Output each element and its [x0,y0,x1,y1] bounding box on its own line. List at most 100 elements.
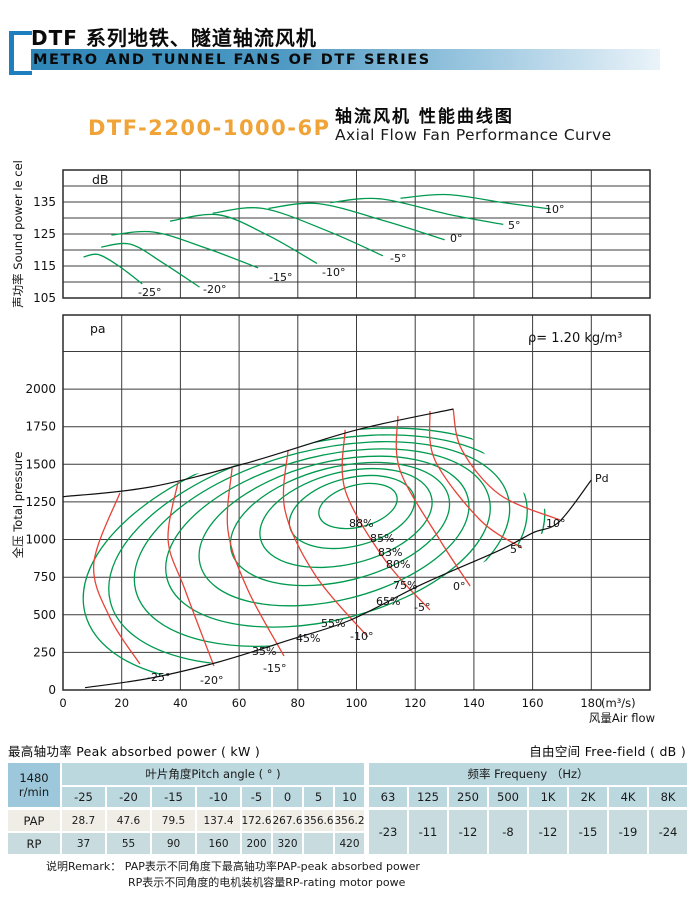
svg-text:10°: 10° [546,517,566,530]
rp-value: 420 [335,833,364,854]
rp-value: 200 [242,833,271,854]
pap-value: 172.6 [241,810,272,831]
noise-table-title: 自由空间 Free-field ( dB ) [529,744,686,759]
noise-value: -12 [529,810,567,854]
svg-text:-25°: -25° [147,671,170,684]
svg-text:115: 115 [33,259,56,273]
noise-value: -19 [609,810,647,854]
pitch-pressure-curves [93,408,561,667]
remark-line-2: RP表示不同角度的电机装机容量RP-rating motor powe [128,876,406,889]
rp-value: 160 [197,833,240,854]
svg-text:135: 135 [33,195,56,209]
freq-col-header: 1K [529,787,567,807]
efficiency-contour-65% [165,448,491,628]
svg-text:-10°: -10° [322,266,345,279]
noise-value: -24 [649,810,687,854]
svg-text:160: 160 [522,696,544,710]
stall-envelope-line [62,408,454,498]
pressure-curve-0° [395,415,471,587]
power-table-title: 最高轴功率 Peak absorbed power ( kW ) [8,744,261,759]
pitch-angle-group-header: 叶片角度Pitch angle ( ° ) [62,763,364,785]
svg-text:40: 40 [173,696,188,710]
page-title: DTF 系列地铁、隧道轴流风机 [31,26,317,50]
svg-text:(m³/s): (m³/s) [601,696,636,710]
noise-value: -8 [489,810,527,854]
sound-curve--10° [170,213,318,264]
sound-curve-0° [268,202,445,241]
rp-value: 37 [62,833,105,854]
svg-text:1250: 1250 [25,495,56,509]
rp-value [304,833,333,854]
noise-values-row: -23 -11 -12 -8 -12 -15 -19 -24 [369,810,687,854]
svg-text:85%: 85% [370,532,394,545]
svg-text:100: 100 [346,696,368,710]
pap-value: 137.4 [197,810,240,831]
speed-value: 1480 [19,771,49,785]
svg-text:20: 20 [114,696,129,710]
svg-text:5°: 5° [508,219,521,232]
noise-value: -12 [449,810,487,854]
freq-col-header: 500 [489,787,527,807]
fan-model-code: DTF-2200-1000-6P [88,116,331,140]
svg-text:-5°: -5° [390,252,406,265]
noise-value: -15 [569,810,607,854]
efficiency-contour-83% [259,467,433,569]
noise-value: -23 [369,810,407,854]
efficiency-contour-55% [133,440,511,648]
svg-text:Pd: Pd [595,472,609,485]
row-label: PAP [8,810,60,831]
efficiency-contour-75% [198,455,470,607]
freq-col-header: 125 [409,787,447,807]
efficiency-contours [82,427,546,685]
angle-col-header: 0 [273,787,302,807]
freq-col-header: 250 [449,787,487,807]
svg-text:-10°: -10° [350,630,373,643]
power-table-header: 1480 r/min 叶片角度Pitch angle ( ° ) -25 -20… [8,763,364,807]
svg-text:-20°: -20° [200,674,223,687]
pressure-curve-5° [428,410,523,549]
svg-text:120: 120 [404,696,426,710]
header-banner-text: METRO AND TUNNEL FANS OF DTF SERIES [33,51,431,68]
header-bracket-decoration [9,31,32,75]
pap-value: 356.6 [303,810,334,831]
pressure-curve--25° [93,492,141,665]
pap-value: 267.6 [272,810,303,831]
remark-line-1: 说明Remark： PAP表示不同角度下最高轴功率PAP-peak absorb… [46,860,420,873]
rp-value: 55 [107,833,150,854]
angle-col-header: -10 [197,787,240,807]
svg-text:1000: 1000 [25,533,56,547]
pressure-curve--10° [282,449,369,638]
table-row-rp: RP 37 55 90 160 200 320 420 [8,833,364,854]
chart-title-en: Axial Flow Fan Performance Curve [335,126,612,144]
svg-text:180: 180 [580,696,602,710]
angle-col-header: -5 [242,787,271,807]
svg-text:105: 105 [33,291,56,305]
remark-note: 说明Remark： PAP表示不同角度下最高轴功率PAP-peak absorb… [46,859,420,891]
svg-text:-15°: -15° [263,662,286,675]
svg-text:-15°: -15° [269,271,292,284]
speed-cell: 1480 r/min [8,763,60,807]
svg-text:83%: 83% [378,546,402,559]
svg-text:0: 0 [48,683,56,697]
svg-text:65%: 65% [376,595,400,608]
angle-col-header: 5 [304,787,333,807]
svg-text:-5°: -5° [414,601,430,614]
sound-curve--25° [83,253,143,285]
noise-table-header: 频率 Frequeny （Hz） 63 125 250 500 1K 2K 4K… [369,763,687,807]
sound-curve--5° [212,207,384,257]
svg-text:125: 125 [33,227,56,241]
svg-text:全压 Total pressure: 全压 Total pressure [11,452,25,559]
pressure-curve--20° [167,481,215,667]
performance-charts-svg: -25° -20° -15° -10° -5° 0° 5° 10° 135 125 115 105 dB… [11,160,655,725]
speed-unit: r/min [18,785,50,799]
svg-text:45%: 45% [296,632,320,645]
efficiency-contour-80% [229,461,451,587]
svg-text:-25°: -25° [138,286,161,299]
pressure-chart-frame [62,314,651,691]
svg-text:0: 0 [59,696,66,710]
freq-col-header: 8K [649,787,687,807]
angle-col-header: -15 [152,787,195,807]
power-table: 1480 r/min 叶片角度Pitch angle ( ° ) -25 -20… [8,763,365,854]
svg-text:风量Air flow: 风量Air flow [589,711,655,725]
chart-title-cn: 轴流风机 性能曲线图 [335,107,514,127]
